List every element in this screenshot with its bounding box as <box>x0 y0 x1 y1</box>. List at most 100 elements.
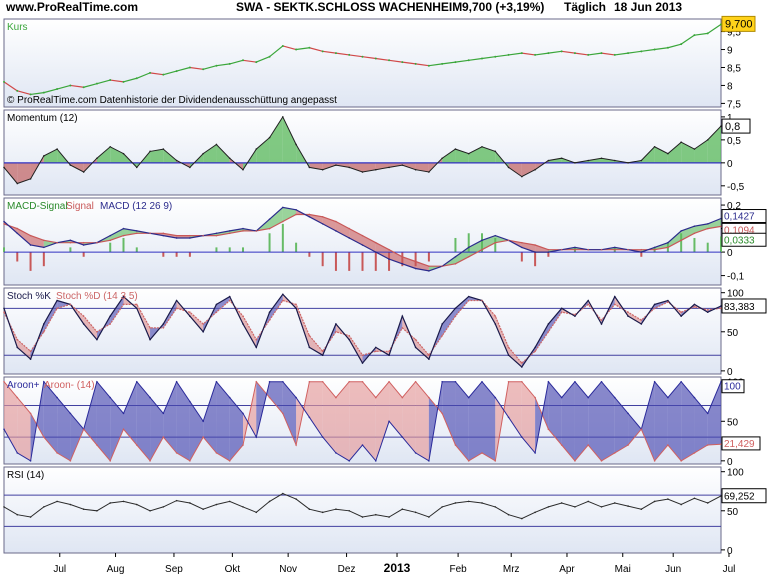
x-tick-label: Aug <box>107 564 125 575</box>
kurs-segment <box>388 59 403 63</box>
aroon-down-point <box>3 380 5 383</box>
kurs-segment <box>614 52 629 56</box>
macd-point <box>228 230 231 232</box>
macd-signal-point <box>534 244 536 246</box>
kurs-ytick-label: 9,5 <box>727 28 741 39</box>
stoch-d-point <box>69 303 72 306</box>
rsi-point <box>16 513 19 516</box>
kurs-segment <box>309 47 323 52</box>
rsi-point <box>242 506 244 508</box>
macd-signal-point <box>547 248 550 251</box>
rsi-point <box>574 506 576 508</box>
stoch-k-point <box>494 323 497 325</box>
macd-band-fill <box>455 247 469 264</box>
aroon-down-point <box>109 460 112 462</box>
kurs-point <box>16 89 19 92</box>
aroon-band-fill <box>136 381 151 461</box>
stoch-d-point <box>454 315 457 317</box>
macd-point <box>534 251 536 253</box>
kurs-segment <box>30 92 44 96</box>
aroon-band-fill <box>389 381 403 438</box>
aroon-up-point <box>361 444 364 446</box>
stoch-d-point <box>667 301 669 303</box>
site-url[interactable]: www.ProRealTime.com <box>6 0 139 14</box>
macd-point <box>43 246 45 249</box>
kurs-ytick-label: 8 <box>727 81 733 92</box>
momentum-point <box>441 157 443 160</box>
aroon-down-point <box>122 428 125 431</box>
aroon-down-point <box>521 380 523 383</box>
stoch-k-point <box>374 346 377 349</box>
macd-signal-point <box>441 265 443 267</box>
stoch-d-point <box>242 315 244 317</box>
momentum-fill <box>309 162 323 170</box>
aroon-band-fill <box>641 381 655 461</box>
kurs-segment <box>654 47 668 51</box>
rsi-point <box>215 503 218 506</box>
aroon-band-fill <box>4 381 18 453</box>
aroon-band-fill <box>203 381 217 453</box>
kurs-segment <box>136 72 151 79</box>
stoch-k-point <box>3 307 5 310</box>
kurs-point <box>228 62 231 65</box>
macd-signal-point <box>43 239 45 242</box>
kurs-segment <box>216 63 230 67</box>
momentum-point <box>308 166 311 169</box>
macd-legend-macd: MACD (12 26 9) <box>100 201 172 212</box>
macd-point <box>122 227 125 230</box>
momentum-point <box>388 166 390 169</box>
momentum-ytick-label: 0,5 <box>727 136 741 147</box>
stoch-k-point <box>242 323 244 325</box>
aroon-band-fill <box>482 381 496 461</box>
macd-signal-point <box>228 232 231 235</box>
momentum-fill <box>482 146 496 163</box>
macd-signal-point <box>96 241 98 244</box>
kurs-segment <box>548 50 562 54</box>
kurs-segment <box>176 66 191 72</box>
stoch-d-point <box>162 327 165 329</box>
aroon-up-point <box>454 380 457 383</box>
momentum-point <box>348 166 351 169</box>
stoch-k-point <box>706 311 709 314</box>
momentum-fill <box>667 142 682 163</box>
aroon-up-point <box>467 396 470 399</box>
x-tick-label: Jun <box>665 564 681 575</box>
momentum-fill <box>415 162 429 173</box>
momentum-point <box>162 148 165 150</box>
macd-signal-point <box>321 216 324 218</box>
macd-last-value: 0,1094 <box>724 225 755 236</box>
momentum-point <box>494 150 497 153</box>
aroon-band-fill <box>415 381 429 461</box>
rsi-point <box>600 506 603 508</box>
aroon-band-fill <box>349 381 363 461</box>
aroon-band-fill <box>282 381 297 446</box>
aroon-band-fill <box>163 381 177 453</box>
rsi-point <box>321 511 324 514</box>
stoch-band-fill <box>17 339 31 360</box>
aroon-ytick-label: 0 <box>727 457 733 468</box>
stoch-k-point <box>613 295 616 298</box>
stoch-d-point <box>441 334 443 337</box>
momentum-last-badge <box>721 118 751 134</box>
stoch-k-point <box>560 307 563 310</box>
kurs-segment <box>17 90 31 96</box>
rsi-point <box>653 500 656 503</box>
macd-signal-point <box>521 241 523 244</box>
macd-signal-point <box>507 239 510 242</box>
momentum-point <box>255 148 258 150</box>
aroon-down-point <box>401 396 404 399</box>
aroon-up-point <box>494 396 497 399</box>
stoch-band-fill <box>57 300 71 309</box>
macd-band-fill <box>707 218 721 229</box>
stoch-k-point <box>680 315 682 317</box>
macd-signal-point <box>348 227 351 230</box>
kurs-point <box>520 52 523 55</box>
stoch-k-point <box>321 354 324 357</box>
macd-point <box>428 270 430 272</box>
momentum-ytick-label: -0,5 <box>727 182 745 193</box>
aroon-up-point <box>109 396 112 399</box>
rsi-point <box>680 503 682 506</box>
macd-last-badge <box>721 232 767 247</box>
macd-point <box>295 208 297 211</box>
stoch-k-point <box>348 338 351 341</box>
